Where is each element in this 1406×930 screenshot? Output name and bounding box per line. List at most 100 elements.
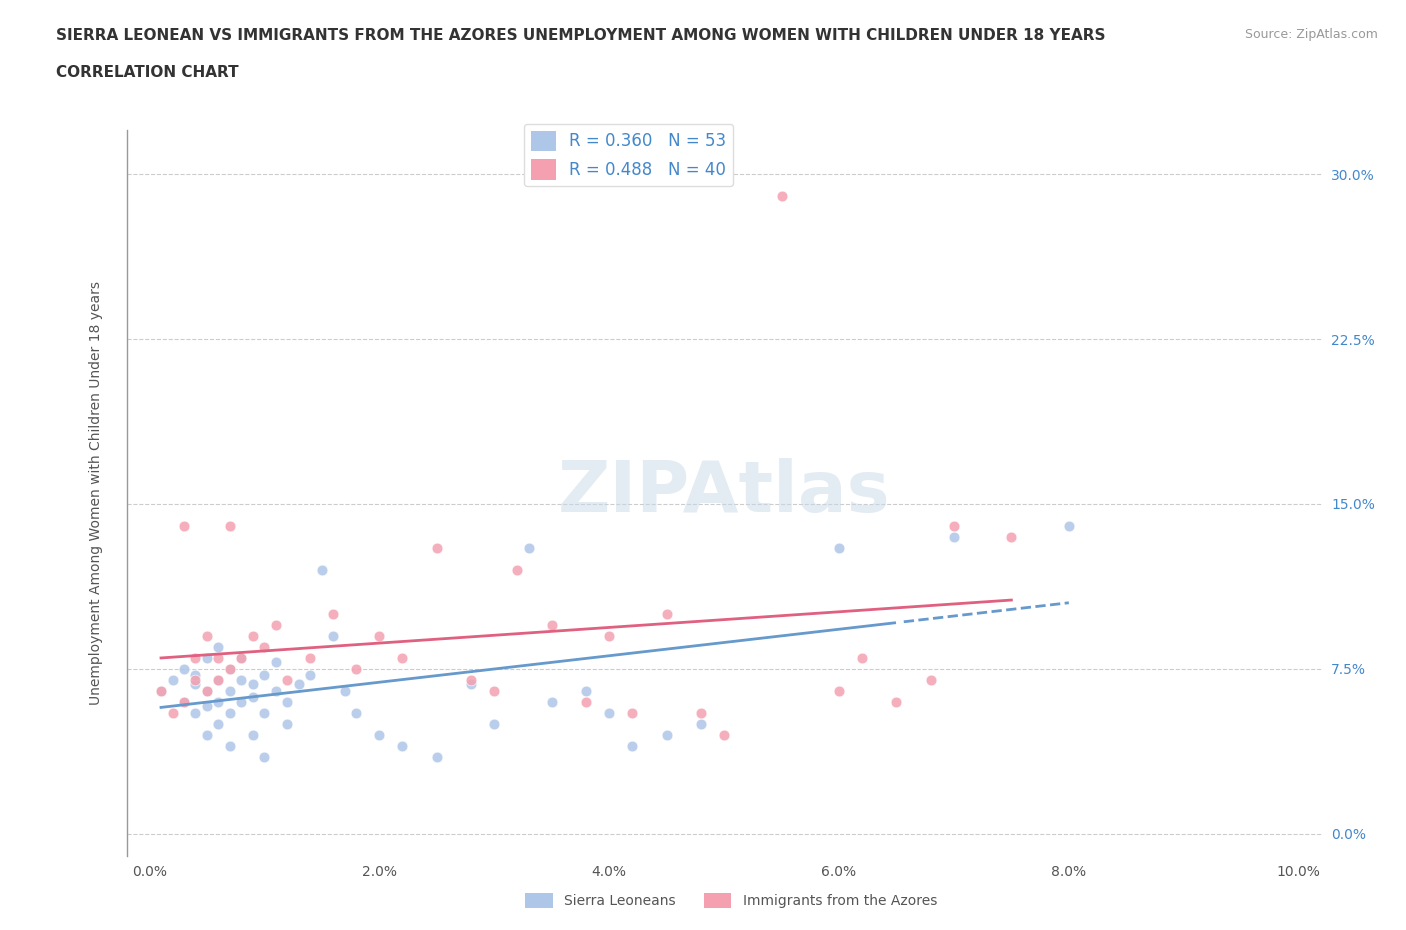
Point (150, 684, 173, 698)
Point (299, 650, 322, 665)
Point (242, 677, 264, 692)
Point (322, 606, 344, 621)
Point (333, 684, 356, 698)
Point (713, 727, 735, 742)
Point (264, 684, 287, 698)
Point (207, 672, 229, 687)
Point (621, 738, 644, 753)
Point (426, 750, 449, 764)
Point (391, 738, 413, 753)
Point (598, 705, 620, 720)
Point (770, 189, 793, 204)
Point (391, 650, 413, 665)
Point (253, 639, 276, 654)
Legend: R = 0.360   N = 53, R = 0.488   N = 40: R = 0.360 N = 53, R = 0.488 N = 40 (524, 124, 733, 186)
Point (276, 695, 298, 710)
Point (264, 655, 287, 670)
Point (368, 727, 391, 742)
Point (264, 618, 287, 632)
Point (886, 695, 908, 710)
Point (1057, 518, 1080, 533)
Point (690, 716, 713, 731)
Point (299, 668, 322, 683)
Point (484, 684, 506, 698)
Point (219, 684, 242, 698)
Point (231, 672, 253, 687)
Point (828, 540, 851, 555)
Point (207, 695, 229, 710)
Point (575, 695, 598, 710)
Point (207, 672, 229, 687)
Point (184, 677, 207, 692)
Point (276, 716, 298, 731)
Y-axis label: Unemployment Among Women with Children Under 18 years: Unemployment Among Women with Children U… (89, 281, 103, 705)
Point (460, 672, 482, 687)
Point (207, 639, 229, 654)
Point (195, 684, 218, 698)
Point (942, 529, 965, 544)
Point (195, 629, 218, 644)
Point (828, 684, 851, 698)
Point (219, 661, 242, 676)
Point (231, 650, 253, 665)
Point (253, 668, 276, 683)
Point (184, 650, 207, 665)
Point (184, 672, 207, 687)
Point (344, 705, 367, 720)
Point (219, 738, 242, 753)
Point (484, 716, 506, 731)
Point (207, 650, 229, 665)
Point (162, 705, 184, 720)
Point (231, 695, 253, 710)
Point (219, 661, 242, 676)
Point (162, 672, 184, 687)
Point (173, 695, 195, 710)
Point (575, 684, 598, 698)
Point (173, 695, 195, 710)
Point (184, 705, 207, 720)
Point (322, 629, 344, 644)
Point (540, 618, 562, 632)
Point (195, 650, 218, 665)
Point (195, 727, 218, 742)
Point (942, 518, 965, 533)
Point (253, 750, 276, 764)
Point (219, 518, 242, 533)
Point (184, 668, 207, 683)
Point (621, 705, 644, 720)
Point (276, 672, 298, 687)
Point (195, 698, 218, 713)
Point (195, 684, 218, 698)
Point (231, 650, 253, 665)
Point (655, 727, 678, 742)
Point (288, 677, 311, 692)
Point (598, 629, 620, 644)
Point (920, 672, 942, 687)
Text: ZIPAtlas: ZIPAtlas (558, 458, 890, 527)
Point (253, 705, 276, 720)
Point (173, 518, 195, 533)
Point (242, 727, 264, 742)
Point (242, 629, 264, 644)
Point (207, 716, 229, 731)
Point (426, 540, 449, 555)
Point (311, 563, 333, 578)
Point (1000, 529, 1022, 544)
Point (517, 540, 540, 555)
Point (540, 695, 562, 710)
Legend: Sierra Leoneans, Immigrants from the Azores: Sierra Leoneans, Immigrants from the Azo… (520, 888, 942, 914)
Point (368, 629, 391, 644)
Point (506, 563, 529, 578)
Point (690, 705, 713, 720)
Point (344, 661, 367, 676)
Text: SIERRA LEONEAN VS IMMIGRANTS FROM THE AZORES UNEMPLOYMENT AMONG WOMEN WITH CHILD: SIERRA LEONEAN VS IMMIGRANTS FROM THE AZ… (56, 28, 1105, 43)
Point (460, 677, 482, 692)
Text: Source: ZipAtlas.com: Source: ZipAtlas.com (1244, 28, 1378, 41)
Point (242, 690, 264, 705)
Point (173, 661, 195, 676)
Point (150, 684, 173, 698)
Point (655, 606, 678, 621)
Text: CORRELATION CHART: CORRELATION CHART (56, 65, 239, 80)
Point (851, 650, 873, 665)
Point (219, 705, 242, 720)
